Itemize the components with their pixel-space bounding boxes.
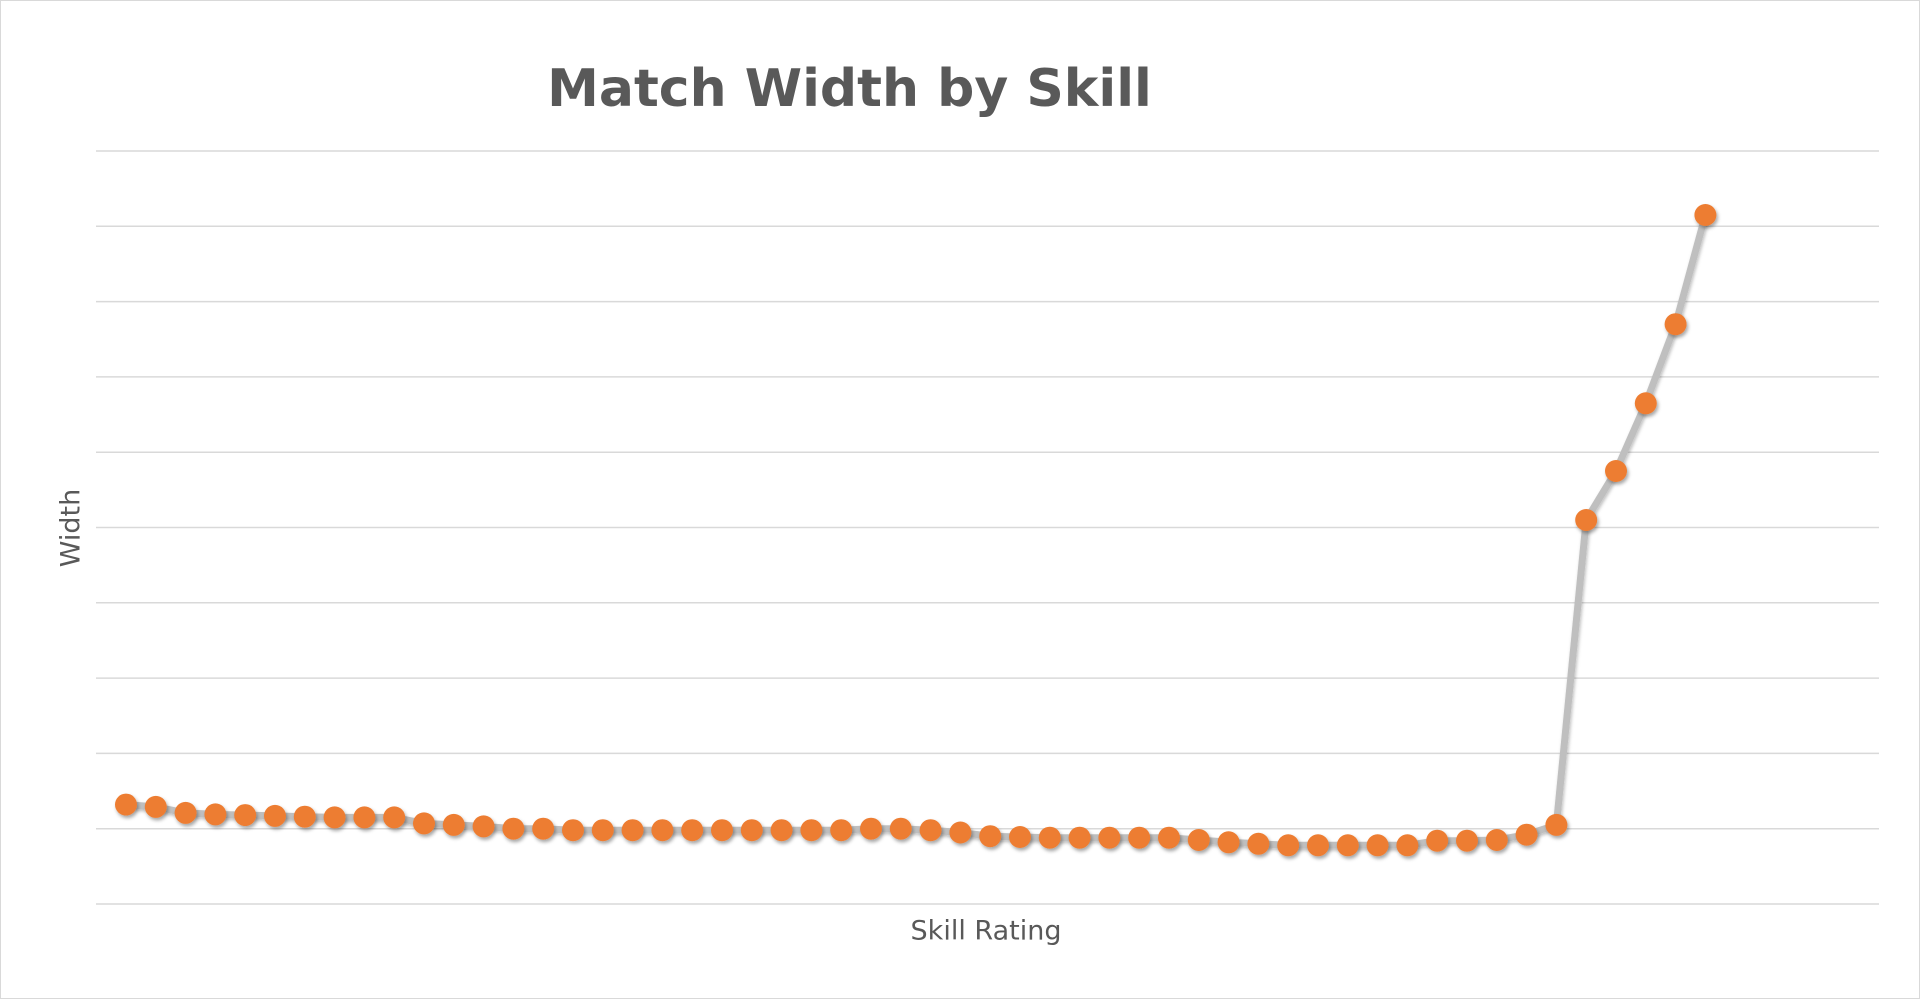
data-point-3 xyxy=(204,803,227,826)
data-point-11 xyxy=(442,813,465,836)
chart-title: Match Width by Skill xyxy=(547,59,1152,119)
data-point-42 xyxy=(1366,834,1389,857)
data-point-43 xyxy=(1396,834,1419,857)
data-point-14 xyxy=(532,817,555,840)
data-point-53 xyxy=(1694,204,1717,226)
data-point-28 xyxy=(949,821,972,844)
data-point-5 xyxy=(264,804,286,827)
data-point-0 xyxy=(115,793,137,816)
series-line xyxy=(122,211,1709,849)
series-markers xyxy=(115,204,1717,857)
data-point-9 xyxy=(383,806,406,829)
data-point-4 xyxy=(234,804,257,827)
data-point-20 xyxy=(711,819,733,842)
data-point-15 xyxy=(562,819,584,842)
data-point-41 xyxy=(1336,834,1359,857)
data-point-34 xyxy=(1128,826,1151,849)
data-point-39 xyxy=(1277,834,1300,857)
data-point-47 xyxy=(1515,823,1538,846)
x-axis-label: Skill Rating xyxy=(910,915,1062,947)
data-point-36 xyxy=(1187,829,1210,851)
data-point-33 xyxy=(1098,826,1121,849)
data-point-51 xyxy=(1634,392,1657,415)
data-point-23 xyxy=(800,819,823,842)
data-point-6 xyxy=(293,805,316,828)
data-point-8 xyxy=(353,806,376,829)
data-point-27 xyxy=(919,819,942,842)
data-point-45 xyxy=(1456,829,1478,852)
data-point-19 xyxy=(681,819,704,842)
data-point-48 xyxy=(1545,813,1568,836)
data-point-17 xyxy=(621,819,644,842)
data-point-7 xyxy=(323,806,346,829)
data-point-49 xyxy=(1575,509,1598,531)
data-point-22 xyxy=(770,819,793,842)
data-point-10 xyxy=(413,812,435,835)
data-point-44 xyxy=(1426,829,1449,852)
data-point-40 xyxy=(1307,834,1329,857)
data-point-26 xyxy=(889,817,912,840)
data-point-25 xyxy=(860,817,882,840)
data-point-32 xyxy=(1068,826,1091,849)
data-point-21 xyxy=(740,819,763,842)
data-point-2 xyxy=(174,801,197,824)
data-point-50 xyxy=(1605,460,1627,482)
gridlines xyxy=(96,150,1879,905)
data-point-38 xyxy=(1247,832,1270,855)
data-point-24 xyxy=(830,819,853,842)
data-point-16 xyxy=(591,819,614,842)
series-line-group xyxy=(122,211,1709,849)
data-point-1 xyxy=(144,795,167,818)
data-point-46 xyxy=(1485,829,1508,851)
data-point-18 xyxy=(651,819,674,842)
data-point-35 xyxy=(1158,826,1180,849)
data-point-30 xyxy=(1009,826,1031,848)
data-point-29 xyxy=(979,825,1002,848)
data-point-13 xyxy=(502,817,525,840)
data-point-31 xyxy=(1038,826,1061,849)
data-point-52 xyxy=(1664,313,1687,336)
data-point-37 xyxy=(1217,831,1240,854)
data-point-12 xyxy=(472,815,495,838)
